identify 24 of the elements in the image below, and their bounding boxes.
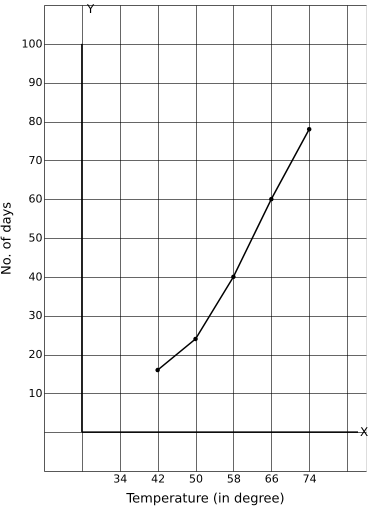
y-tick-label: 60 <box>28 192 42 206</box>
x-tick-label: 66 <box>264 472 279 486</box>
x-tick-label: 42 <box>151 472 166 486</box>
point <box>155 368 160 372</box>
y-tick-label: 70 <box>28 154 42 167</box>
y-tick-label: 80 <box>28 115 42 128</box>
point <box>306 127 312 132</box>
x-tick-label: 74 <box>302 472 317 486</box>
x-tick-label: 50 <box>189 472 204 486</box>
y-tick-label: 50 <box>28 232 42 244</box>
x-tick-label: 58 <box>226 472 241 486</box>
x-tick-label: 34 <box>113 472 128 486</box>
y-tick-label: 20 <box>28 348 42 361</box>
point <box>231 274 236 280</box>
y-tick-label: 30 <box>28 309 42 322</box>
y-tick-label: 40 <box>28 270 42 284</box>
annotation: Y <box>86 2 95 16</box>
y-tick-label: 90 <box>28 76 42 90</box>
x-axis-title: Temperature (in degree) <box>125 492 285 506</box>
point <box>269 196 274 202</box>
y-tick-label: 100 <box>22 37 42 50</box>
point <box>193 336 198 342</box>
y-axis-title: No. of days <box>0 202 15 276</box>
y-tick-label: 10 <box>28 386 42 400</box>
